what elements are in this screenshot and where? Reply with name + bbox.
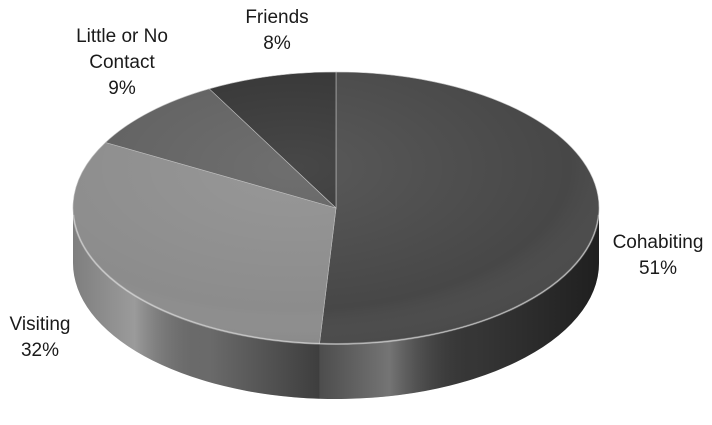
pie-top-layer [72, 71, 600, 345]
pie-side-shade-cohabiting [319, 208, 599, 399]
pie-label-layer: Cohabiting 51% Visiting 32% Little or No Cont… [10, 7, 704, 361]
pie-label-value: 9% [108, 78, 136, 99]
pie-label-name-part: Contact [89, 52, 155, 73]
pie-label-name: Visiting [10, 314, 71, 335]
pie-side-layer [73, 208, 599, 399]
pie-label-name: Cohabiting [613, 232, 704, 253]
pie-label-name-part: Little or No [76, 26, 168, 47]
pie-top-shade [73, 72, 599, 344]
pie-side-shade-visiting [73, 208, 320, 399]
pie-label-value: 8% [263, 33, 291, 54]
pie-label-value: 51% [639, 258, 677, 279]
pie-label-name: Friends [245, 7, 308, 28]
pie-rim-highlight [72, 214, 600, 345]
pie-label-value: 32% [21, 340, 59, 361]
pie-label-cohabiting: Cohabiting 51% [613, 232, 704, 279]
pie-label-friends: Friends 8% [245, 7, 308, 54]
pie-label-little-or-no-contact: Little or No Contact 9% [76, 26, 168, 99]
pie-label-visiting: Visiting 32% [10, 314, 71, 361]
